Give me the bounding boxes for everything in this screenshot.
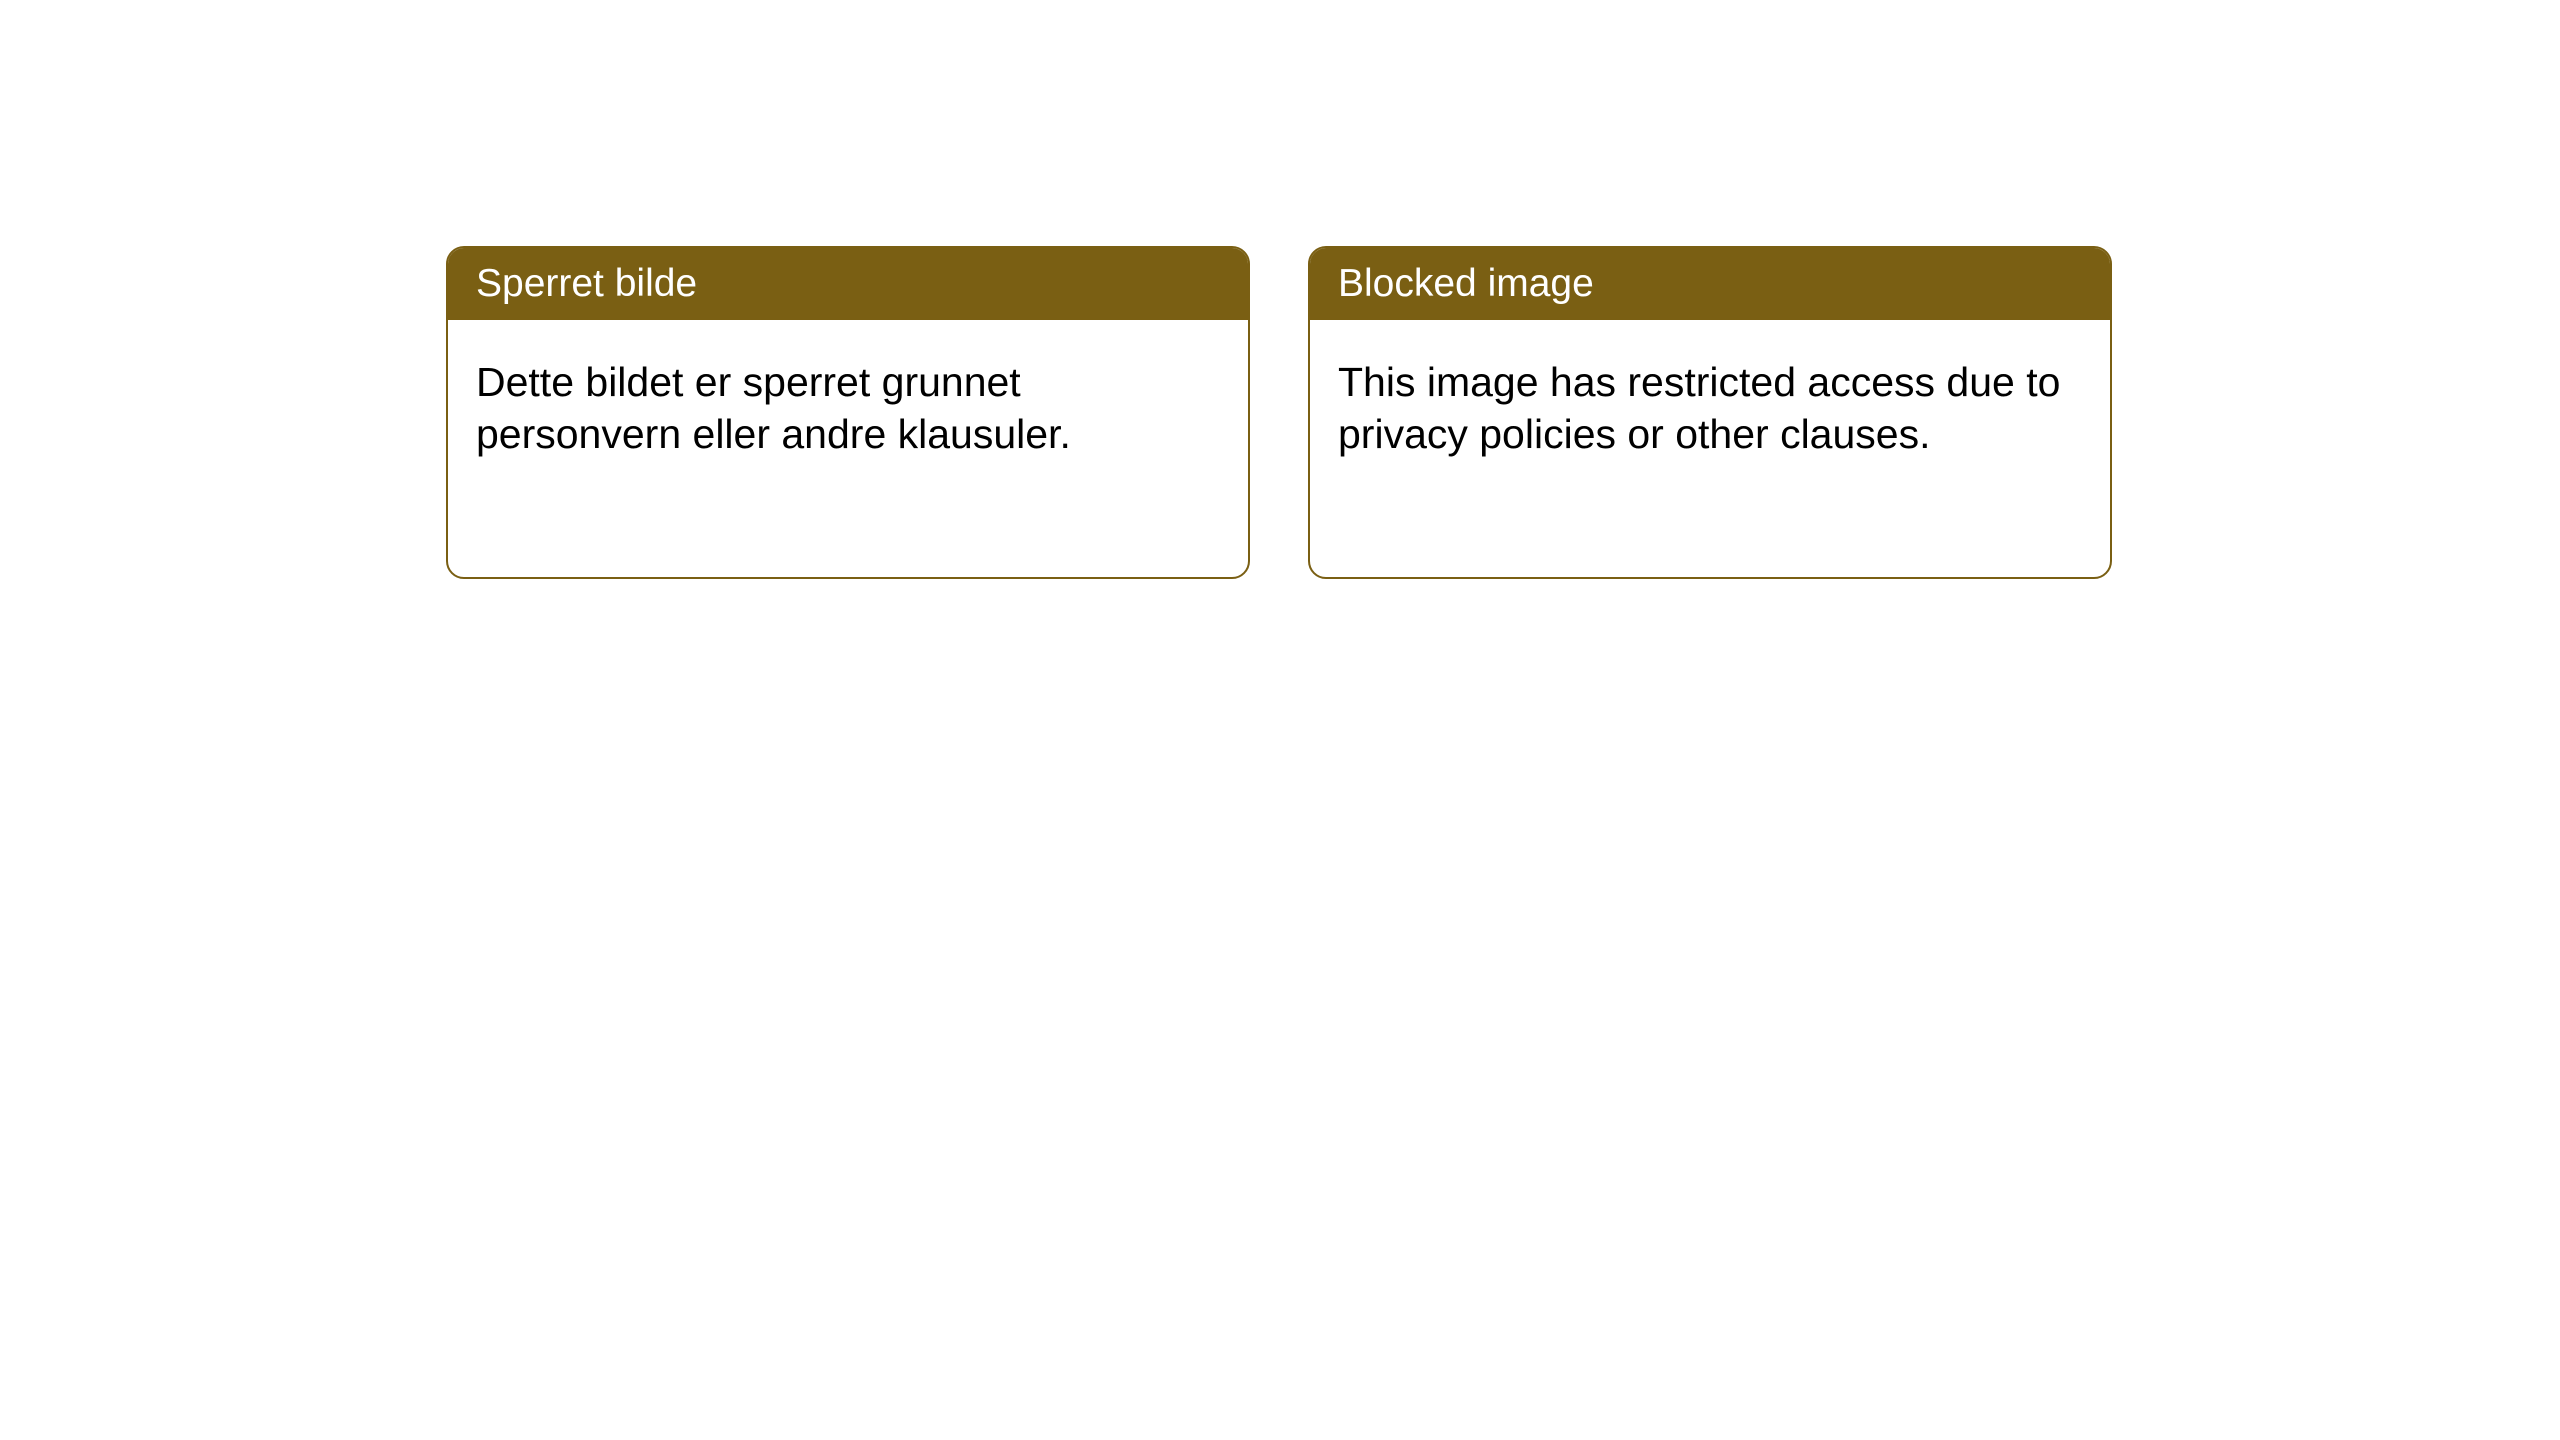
blocked-image-card-no: Sperret bilde Dette bildet er sperret gr… xyxy=(446,246,1250,579)
card-title: Sperret bilde xyxy=(476,262,697,305)
card-header: Sperret bilde xyxy=(448,248,1248,320)
card-body: This image has restricted access due to … xyxy=(1310,320,2110,497)
blocked-image-card-en: Blocked image This image has restricted … xyxy=(1308,246,2112,579)
card-title: Blocked image xyxy=(1338,262,1594,305)
card-body-text: This image has restricted access due to … xyxy=(1338,359,2060,457)
card-body-text: Dette bildet er sperret grunnet personve… xyxy=(476,359,1071,457)
cards-container: Sperret bilde Dette bildet er sperret gr… xyxy=(446,246,2112,579)
card-body: Dette bildet er sperret grunnet personve… xyxy=(448,320,1248,497)
card-header: Blocked image xyxy=(1310,248,2110,320)
